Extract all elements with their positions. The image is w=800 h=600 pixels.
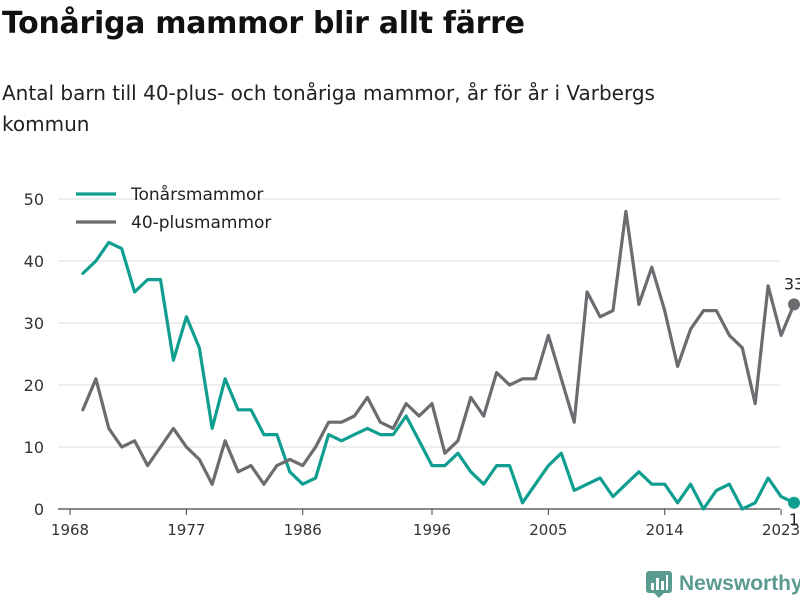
y-tick-label: 30 <box>24 314 44 333</box>
y-tick-label: 20 <box>24 376 44 395</box>
series-group: 1 33 <box>81 209 800 529</box>
legend-label-1: 40-plusmammor <box>131 213 271 233</box>
y-tick-label: 10 <box>24 438 44 457</box>
x-tick-label: 1986 <box>284 521 322 539</box>
y-tick-label: 0 <box>34 500 44 519</box>
x-tick-label: 2023 <box>762 521 800 539</box>
brand-name: Newsworthy <box>679 572 800 595</box>
legend: Tonårsmammor 40-plusmammor <box>76 184 271 233</box>
series-line-1 <box>81 209 796 486</box>
y-axis: 0 10 20 30 40 50 <box>24 190 44 519</box>
chart-subtitle: Antal barn till 40-plus- och tonåriga ma… <box>2 81 655 136</box>
end-point-0 <box>788 496 800 509</box>
x-tick-label: 2014 <box>646 521 684 539</box>
line-chart: 0 10 20 30 40 50 1968 1977 1986 1996 2005 2014 2023… <box>24 184 800 539</box>
chart-title: Tonåriga mammor blir allt färre <box>2 6 525 41</box>
y-tick-label: 40 <box>24 252 44 271</box>
newsworthy-logo-icon <box>646 571 672 598</box>
x-tick-label: 1996 <box>413 521 451 539</box>
x-axis: 1968 1977 1986 1996 2005 2014 2023 <box>51 509 800 539</box>
y-tick-label: 50 <box>24 190 44 209</box>
end-label-1: 33 <box>784 274 800 293</box>
brand: Newsworthy <box>645 568 800 600</box>
x-tick-label: 1977 <box>167 521 205 539</box>
end-label-0: 1 <box>789 510 799 529</box>
x-tick-label: 1968 <box>51 521 89 539</box>
series-line-0 <box>81 240 796 511</box>
grid-lines <box>58 198 780 510</box>
legend-label-0: Tonårsmammor <box>130 184 263 205</box>
end-point-1 <box>788 298 800 311</box>
x-tick-label: 2005 <box>529 521 567 539</box>
